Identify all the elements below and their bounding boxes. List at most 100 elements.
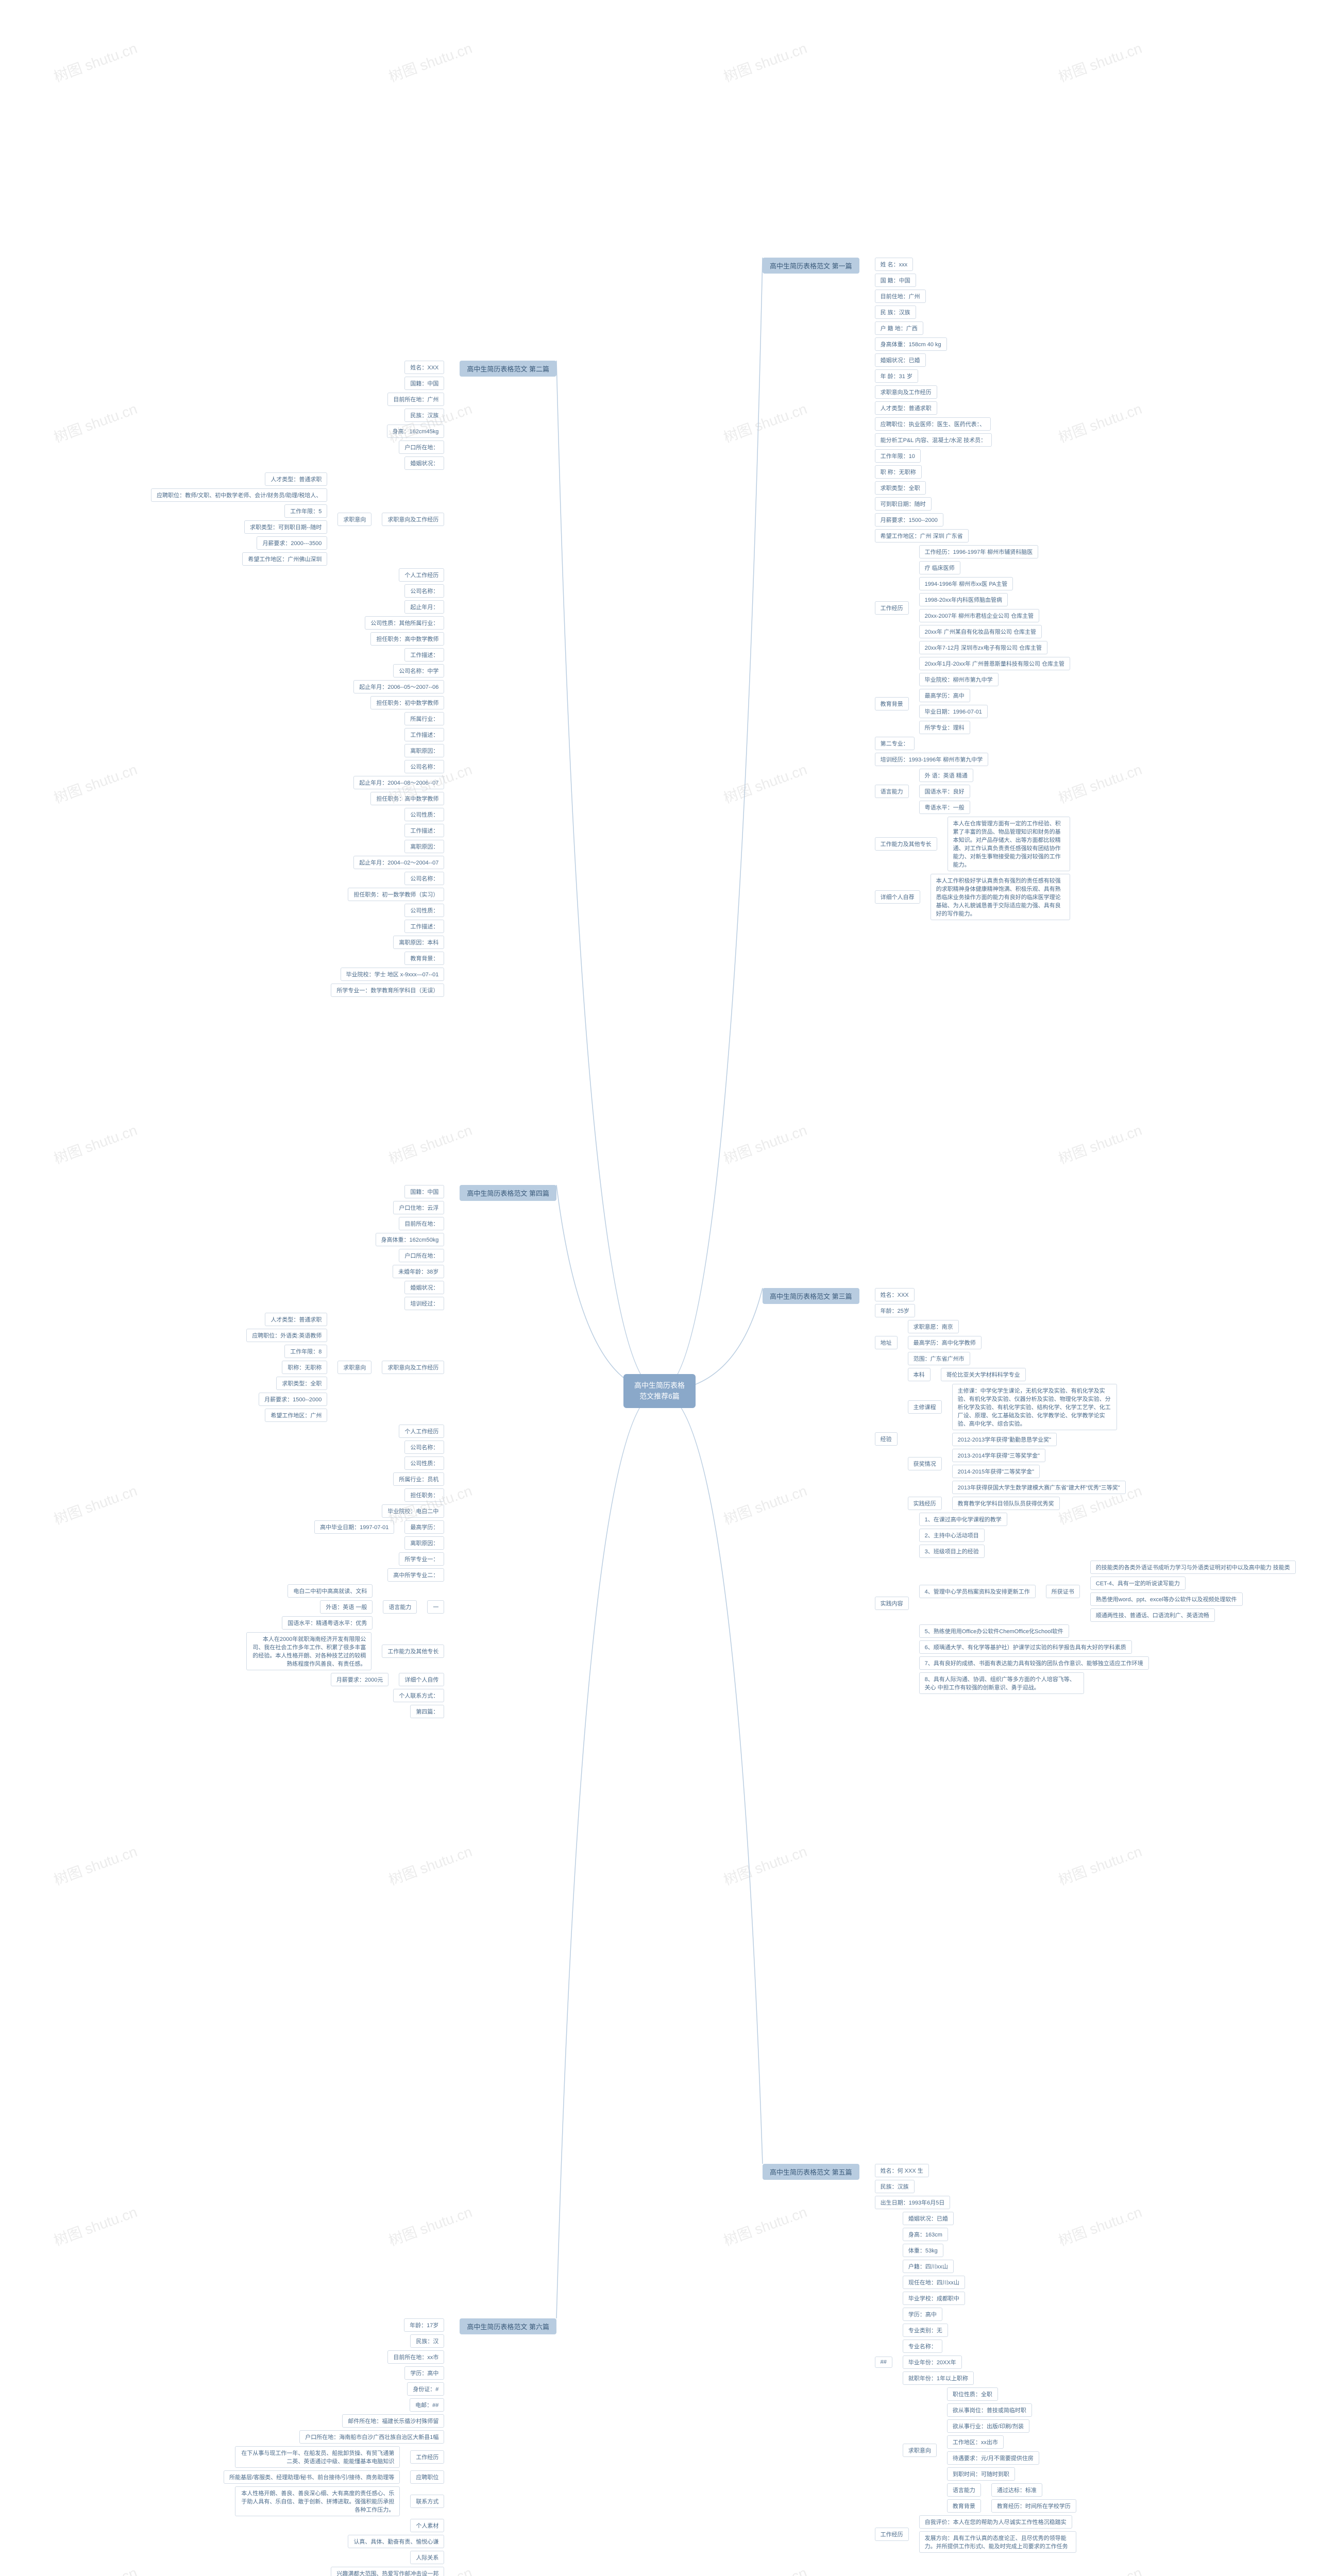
sub-node: 最高学历：高中毕业日期：1997-07-01: [314, 1520, 444, 1534]
leaf-node: 专业类别：无: [903, 2324, 948, 2337]
sub-node: 求职意向职位性质：全职欲从事岗位：普技或简临时职欲从事行业：出版/印刷/剂装工作…: [903, 2387, 1076, 2513]
branch-3: 高中生简历表格范文 第三篇 姓名：XXX年龄：25岁地址求职意愿：南京最高学历：…: [763, 1288, 1296, 1694]
sub-children: 在下从事与现工作一年、在船发员、船批卸货操、有贸飞通第二英、英语通过中级、能能懂…: [235, 2446, 400, 2468]
leaf-node: 民族：汉: [410, 2334, 444, 2348]
sub-node: 获奖情况2012-2013学年获得"勤勤恳恳学业奖"2013-2014学年获得"…: [908, 1433, 1126, 1494]
leaf-node: 担任职务：高中数学教师: [370, 792, 444, 805]
sub-label: 详细个人自传: [399, 1673, 444, 1686]
leaf-node: 待遇要求：元/月不需要提供住房: [947, 2451, 1039, 2465]
sub-label: 一: [427, 1600, 444, 1614]
leaf-node: 个人联系方式：: [393, 1689, 444, 1702]
leaf-node: 国籍：中国: [404, 377, 444, 390]
leaf-node: 欲从事行业：出版/印刷/剂装: [947, 2419, 1029, 2433]
sub-children: 工作经历：1996-1997年 柳州市辅贤科脑医疗 临床医师1994-1996年…: [919, 545, 1070, 670]
leaf-node: 公司名称：: [404, 1440, 444, 1454]
sub-node: 实践内容1、在课过高中化学课程的教学2、主持中心活动项目3、班级项目上的经验4、…: [875, 1513, 1296, 1694]
leaf-node: 1、在课过高中化学课程的教学: [919, 1513, 1007, 1526]
sub-children: 教育经历：时间所在学校学历: [991, 2499, 1076, 2513]
leaf-node: 本人性格开朗、善良、善良深心细、大有高度的责任感心、乐于助人具有、乐自信、敢于创…: [235, 2486, 400, 2516]
branch-5-label: 高中生简历表格范文 第五篇: [763, 2164, 859, 2180]
sub-children: 毕业院校：柳州市第九中学最高学历：高中毕业日期：1996-07-01所学专业：理…: [919, 673, 999, 734]
watermark-text: 树图 shutu.cn: [720, 1840, 809, 1890]
sub-label: 经验: [875, 1432, 898, 1446]
leaf-node: 公司性质：: [404, 904, 444, 917]
leaf-node: 婚姻状况：: [404, 456, 444, 470]
leaf-node: 离职原因：: [404, 744, 444, 757]
branch-3-label: 高中生简历表格范文 第三篇: [763, 1288, 859, 1304]
leaf-node: 毕业学校：成都职中: [903, 2292, 965, 2305]
leaf-node: 目前所在地：: [399, 1217, 444, 1230]
leaf-node: 到职时间：可随时到职: [947, 2467, 1015, 2481]
leaf-node: 身高：162cm45kg: [387, 425, 445, 438]
leaf-node: 主修课：中学化学生课论，无机化学及实验、有机化学及实验、有机化学及实验、仪器分析…: [952, 1384, 1117, 1430]
leaf-node: 公司性质：其他所属行业：: [365, 616, 444, 630]
leaf-node: 现任在地：四川xx山: [903, 2276, 965, 2289]
sub-label: 教育背景: [947, 2499, 981, 2513]
leaf-node: 外语：英语 一般: [320, 1600, 373, 1614]
leaf-node: 求职意愿：南京: [908, 1320, 959, 1333]
leaf-node: 担任职务：初一数学教师（实习）: [348, 888, 444, 901]
leaf-node: 专业名称：: [903, 2340, 942, 2353]
leaf-node: 户籍：四川xx山: [903, 2260, 954, 2273]
sub-node: 工作能力及其他专长本人在仓库管理方面有一定的工作经验、积累了丰富的货品、物品管理…: [875, 817, 1070, 871]
leaf-node: 公司名称：: [404, 872, 444, 885]
leaf-node: 求职意向及工作经历: [875, 385, 937, 399]
leaf-node: 1998-20xx年内科医师脑血管病: [919, 593, 1008, 606]
leaf-node: 所学专业一：: [399, 1552, 444, 1566]
leaf-node: 毕业院校：电白二中: [382, 1504, 444, 1518]
branch-6-label: 高中生简历表格范文 第六篇: [460, 2318, 556, 2334]
leaf-node: 2、主持中心活动项目: [919, 1529, 985, 1542]
leaf-node: 工作经历：1996-1997年 柳州市辅贤科脑医: [919, 545, 1039, 558]
leaf-node: 户口所在地：海南船市白沙广西壮族自治区大新县1幅: [299, 2430, 444, 2444]
sub-children: 所获证书的技能类的各类外语证书成听力学习与外语类证明对初中以及高中能力 技能类C…: [1046, 1561, 1296, 1622]
leaf-node: 民族：汉族: [875, 2180, 915, 2193]
leaf-node: 目前住地：广州: [875, 290, 926, 303]
leaf-node: 姓名：何 XXX 生: [875, 2164, 929, 2177]
leaf-node: 教育背景：: [404, 952, 444, 965]
sub-children: 自我评价：本人在您的帮助为人尽诚实工作性格沉稳踏实发展方向：具有工作认真的态度论…: [919, 2515, 1076, 2553]
leaf-node: 工作年限：5: [284, 504, 327, 518]
leaf-node: 本人工作积极好学认真责负有强烈的责任感有较强的求职精神身体健康精神饱满、积极乐观…: [931, 874, 1070, 920]
sub-node: 工作经历自我评价：本人在您的帮助为人尽诚实工作性格沉稳踏实发展方向：具有工作认真…: [875, 2515, 1076, 2553]
sub-node: 详细个人自传月薪要求：2000元: [331, 1673, 444, 1686]
leaf-node: 人才类型：普通求职: [265, 472, 327, 486]
leaf-node: 2014-2015年获得"二等奖学金": [952, 1465, 1040, 1478]
leaf-node: 哥伦比亚关大学材料科学专业: [941, 1368, 1026, 1381]
leaf-node: 年 龄：31 岁: [875, 369, 918, 383]
leaf-node: 自我评价：本人在您的帮助为人尽诚实工作性格沉稳踏实: [919, 2515, 1072, 2529]
sub-label: 工作经历: [410, 2450, 444, 2464]
watermark-text: 树图 shutu.cn: [385, 1840, 475, 1890]
leaf-node: 应聘职位：教师/文职、初中数学老师、会计/财务员/助理/税培人、: [151, 488, 327, 502]
watermark-text: 树图 shutu.cn: [1055, 1119, 1144, 1168]
watermark-text: 树图 shutu.cn: [50, 758, 140, 808]
leaf-node: 离职原因：本科: [393, 936, 444, 949]
branch-4-label: 高中生简历表格范文 第四篇: [460, 1185, 556, 1201]
sub-node: 求职意向及工作经历求职意向人才类型：普通求职应聘职位：教师/文职、初中数学老师、…: [151, 472, 444, 566]
sub-node: 个人工作经历: [399, 568, 444, 582]
sub-label: ##: [875, 2357, 892, 2368]
sub-label: 起止年月：: [404, 600, 444, 614]
leaf-node: 人际关系: [410, 2551, 444, 2564]
sub-children: 本人工作积极好学认真责负有强烈的责任感有较强的求职精神身体健康精神饱满、积极乐观…: [931, 874, 1070, 920]
leaf-node: 教育经历：时间所在学校学历: [991, 2499, 1076, 2513]
watermark-text: 树图 shutu.cn: [50, 1480, 140, 1529]
leaf-node: 在下从事与现工作一年、在船发员、船批卸货操、有贸飞通第二英、英语通过中级、能能懂…: [235, 2446, 400, 2468]
leaf-node: 20xx年7-12月 深圳市zx电子有限公司 仓库主管: [919, 641, 1047, 654]
leaf-node: 2012-2013学年获得"勤勤恳恳学业奖": [952, 1433, 1057, 1446]
watermark-text: 树图 shutu.cn: [50, 398, 140, 447]
leaf-node: 个人素材: [410, 2519, 444, 2532]
branch-1-children: 姓 名：xxx国 籍：中国目前住地：广州民 族：汉族户 籍 地：广西身高体重：1…: [875, 258, 1070, 920]
leaf-node: 婚姻状况：已婚: [875, 353, 926, 367]
leaf-node: 希望工作地区：广州佛山深圳: [242, 552, 327, 566]
branch-5: 高中生简历表格范文 第五篇 姓名：何 XXX 生民族：汉族出生日期：1993年6…: [763, 2164, 1076, 2553]
sub-children: 主修课：中学化学生课论，无机化学及实验、有机化学及实验、有机化学及实验、仪器分析…: [952, 1384, 1117, 1430]
sub-label: 工作能力及其他专长: [382, 1645, 444, 1658]
sub-node: 教育背景教育经历：时间所在学校学历: [947, 2499, 1076, 2513]
sub-label: 实践经历: [908, 1497, 942, 1510]
leaf-node: 姓名：XXX: [875, 1288, 915, 1301]
leaf-node: 人才类型：普通求职: [265, 1313, 327, 1326]
leaf-node: 就职年份：1年以上职称: [903, 2371, 974, 2385]
sub-node: 教育背景毕业院校：柳州市第九中学最高学历：高中毕业日期：1996-07-01所学…: [875, 673, 999, 734]
sub-node: ##婚姻状况：已婚身高：163cm体重：53kg户籍：四川xx山现任在地：四川x…: [875, 2212, 1076, 2513]
leaf-node: 的技能类的各类外语证书成听力学习与外语类证明对初中以及高中能力 技能类: [1090, 1561, 1296, 1574]
